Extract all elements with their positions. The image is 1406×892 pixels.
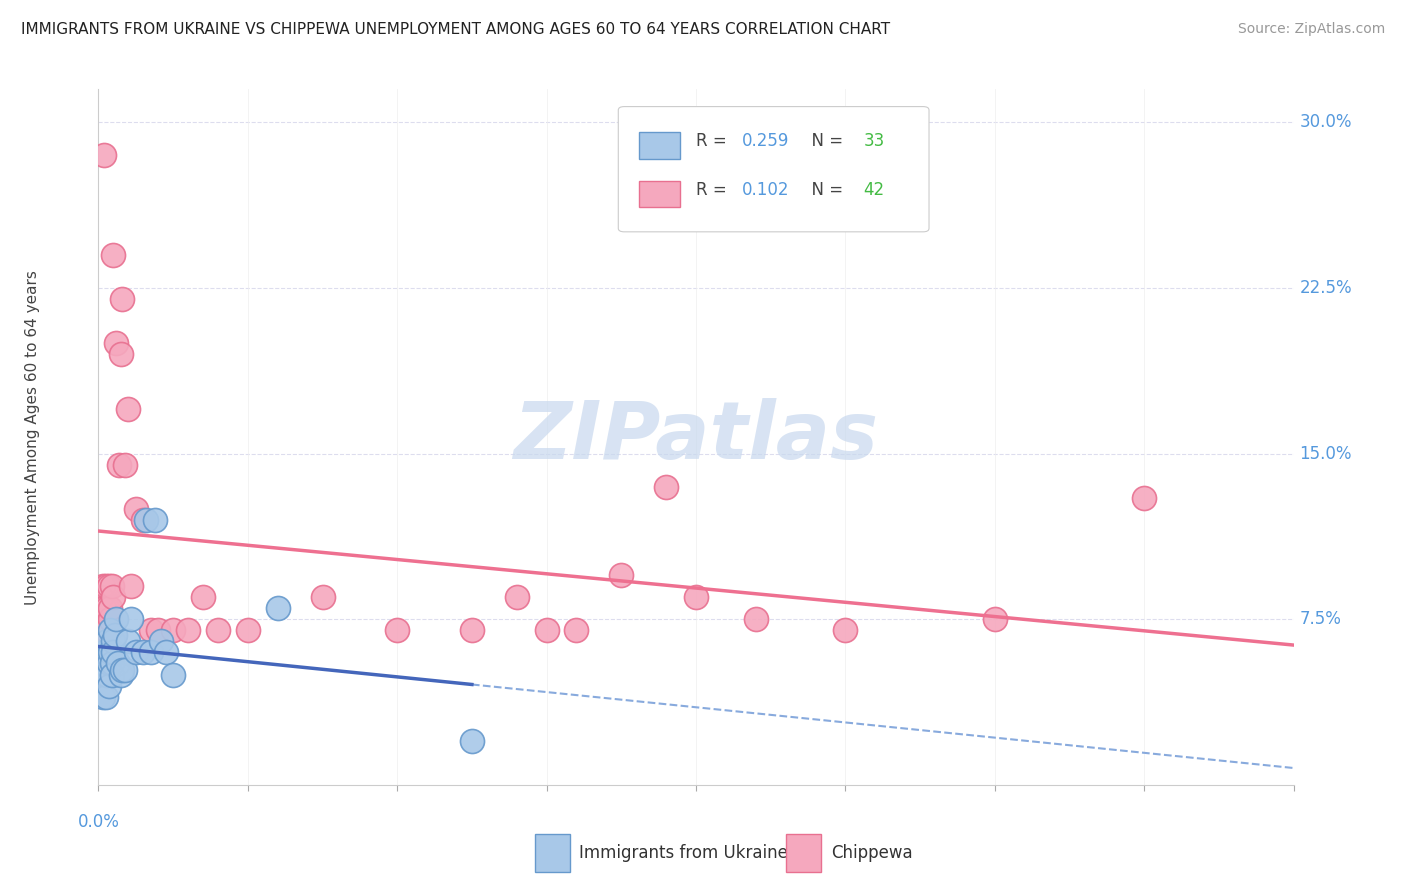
Point bbox=[311, 591, 333, 605]
Point bbox=[101, 579, 124, 593]
Point bbox=[101, 657, 124, 671]
Point bbox=[104, 628, 127, 642]
Text: ZIPatlas: ZIPatlas bbox=[513, 398, 879, 476]
Point bbox=[135, 513, 157, 527]
Point bbox=[132, 645, 155, 659]
Point bbox=[98, 601, 122, 615]
Point bbox=[98, 624, 122, 638]
Point bbox=[105, 336, 128, 351]
Point bbox=[745, 612, 768, 626]
Point bbox=[385, 624, 409, 638]
Point bbox=[93, 645, 115, 659]
Text: 42: 42 bbox=[863, 181, 884, 199]
Point bbox=[120, 579, 142, 593]
Point bbox=[191, 591, 214, 605]
Text: 15.0%: 15.0% bbox=[1299, 444, 1353, 463]
Point bbox=[103, 248, 125, 262]
Point bbox=[114, 458, 136, 472]
Point bbox=[132, 513, 155, 527]
Text: N =: N = bbox=[801, 181, 848, 199]
Point bbox=[685, 591, 707, 605]
Point bbox=[461, 733, 484, 747]
Point bbox=[103, 634, 125, 648]
Point bbox=[506, 591, 529, 605]
Text: Source: ZipAtlas.com: Source: ZipAtlas.com bbox=[1237, 22, 1385, 37]
Point bbox=[834, 624, 856, 638]
Point bbox=[565, 624, 588, 638]
Point bbox=[97, 579, 120, 593]
Point bbox=[96, 601, 118, 615]
Text: Unemployment Among Ages 60 to 64 years: Unemployment Among Ages 60 to 64 years bbox=[25, 269, 41, 605]
Point bbox=[108, 458, 131, 472]
Point bbox=[94, 690, 117, 704]
Point bbox=[162, 624, 184, 638]
Point bbox=[1133, 491, 1156, 505]
Point bbox=[114, 663, 136, 677]
Point bbox=[90, 591, 112, 605]
Point bbox=[94, 579, 117, 593]
Text: 0.0%: 0.0% bbox=[77, 813, 120, 830]
Point bbox=[125, 645, 148, 659]
Text: Chippewa: Chippewa bbox=[831, 844, 912, 863]
Text: R =: R = bbox=[696, 181, 733, 199]
Point bbox=[139, 624, 162, 638]
Point bbox=[117, 402, 139, 417]
Point bbox=[162, 667, 184, 681]
Text: 22.5%: 22.5% bbox=[1299, 279, 1353, 297]
Point bbox=[655, 480, 678, 494]
Point bbox=[96, 667, 118, 681]
Point bbox=[117, 634, 139, 648]
Point bbox=[96, 634, 118, 648]
Point bbox=[139, 645, 162, 659]
Point bbox=[93, 148, 115, 162]
FancyBboxPatch shape bbox=[638, 132, 681, 159]
Text: Immigrants from Ukraine: Immigrants from Ukraine bbox=[579, 844, 787, 863]
Point bbox=[94, 667, 117, 681]
Point bbox=[143, 513, 166, 527]
Point bbox=[97, 657, 120, 671]
FancyBboxPatch shape bbox=[786, 834, 821, 872]
Point bbox=[103, 591, 125, 605]
Point bbox=[148, 624, 170, 638]
Point bbox=[125, 501, 148, 516]
Point bbox=[177, 624, 200, 638]
Point bbox=[98, 645, 122, 659]
Point bbox=[110, 667, 132, 681]
Point bbox=[236, 624, 259, 638]
Point bbox=[150, 634, 173, 648]
Point bbox=[110, 347, 132, 361]
Point bbox=[98, 612, 122, 626]
Point bbox=[461, 624, 484, 638]
Point bbox=[111, 663, 134, 677]
Text: 7.5%: 7.5% bbox=[1299, 610, 1341, 628]
Point bbox=[97, 679, 120, 693]
Point bbox=[267, 601, 290, 615]
Text: N =: N = bbox=[801, 132, 848, 151]
Point bbox=[107, 657, 129, 671]
Point bbox=[91, 657, 114, 671]
Text: 30.0%: 30.0% bbox=[1299, 113, 1353, 131]
Point bbox=[536, 624, 558, 638]
FancyBboxPatch shape bbox=[619, 106, 929, 232]
Point bbox=[93, 601, 115, 615]
Text: R =: R = bbox=[696, 132, 733, 151]
Text: IMMIGRANTS FROM UKRAINE VS CHIPPEWA UNEMPLOYMENT AMONG AGES 60 TO 64 YEARS CORRE: IMMIGRANTS FROM UKRAINE VS CHIPPEWA UNEM… bbox=[21, 22, 890, 37]
Point bbox=[103, 645, 125, 659]
Point bbox=[91, 690, 114, 704]
Point bbox=[105, 612, 128, 626]
FancyBboxPatch shape bbox=[534, 834, 571, 872]
Point bbox=[983, 612, 1005, 626]
Point bbox=[111, 292, 134, 306]
Point bbox=[94, 624, 117, 638]
Point bbox=[207, 624, 229, 638]
Point bbox=[91, 579, 114, 593]
FancyBboxPatch shape bbox=[638, 181, 681, 208]
Point bbox=[101, 667, 124, 681]
Point bbox=[610, 568, 633, 582]
Text: 0.259: 0.259 bbox=[741, 132, 789, 151]
Text: 0.102: 0.102 bbox=[741, 181, 789, 199]
Point bbox=[155, 645, 177, 659]
Point bbox=[120, 612, 142, 626]
Text: 33: 33 bbox=[863, 132, 884, 151]
